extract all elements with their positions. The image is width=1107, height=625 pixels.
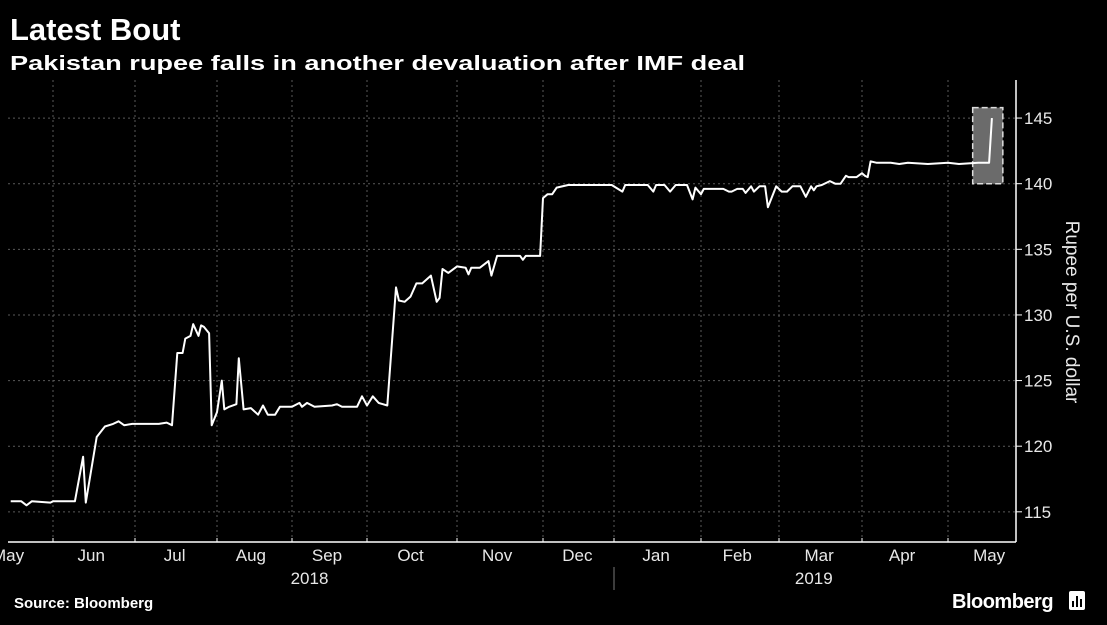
y-axis-label: Rupee per U.S. dollar — [1061, 221, 1082, 404]
chart-subtitle: Pakistan rupee falls in another devaluat… — [10, 53, 745, 75]
x-tick-label: May — [0, 546, 25, 565]
y-tick-labels: 115 120 125 130 135 140 145 — [1024, 109, 1052, 522]
highlight-rect — [971, 106, 1004, 185]
year-label: 2019 — [795, 569, 833, 588]
series-line — [10, 118, 993, 507]
bloomberg-logo: Bloomberg — [952, 591, 1053, 613]
x-tick-label: Aug — [236, 546, 266, 565]
x-tick-label: Sep — [312, 546, 342, 565]
highlight-box — [971, 106, 1004, 185]
chart-title: Latest Bout — [10, 12, 181, 47]
x-tick-label: Mar — [805, 546, 835, 565]
year-label: 2018 — [291, 569, 329, 588]
x-tick-label: Jun — [78, 546, 105, 565]
gridlines — [8, 80, 1016, 542]
x-tick-label: May — [973, 546, 1006, 565]
x-tick-label: Oct — [397, 546, 424, 565]
source-note: Source: Bloomberg — [14, 595, 153, 612]
x-tick-labels: May Jun Jul Aug Sep Oct Nov Dec Jan Feb Mar Apr May 2… — [0, 546, 1006, 588]
x-tick-label: Nov — [482, 546, 513, 565]
y-tick-label: 120 — [1024, 437, 1052, 456]
y-tick-label: 125 — [1024, 372, 1052, 391]
rupee-line — [10, 118, 993, 507]
x-tick-label: Feb — [723, 546, 752, 565]
x-tick-label: Apr — [889, 546, 916, 565]
x-tick-label: Jul — [164, 546, 186, 565]
axes — [8, 80, 1022, 590]
y-tick-label: 145 — [1024, 109, 1052, 128]
x-tick-label: Dec — [562, 546, 593, 565]
y-tick-label: 115 — [1024, 503, 1051, 522]
x-tick-label: Jan — [642, 546, 669, 565]
bloomberg-chart-icon — [1069, 591, 1085, 610]
y-tick-label: 140 — [1024, 175, 1052, 194]
y-tick-label: 130 — [1024, 306, 1052, 325]
y-tick-label: 135 — [1024, 240, 1052, 259]
